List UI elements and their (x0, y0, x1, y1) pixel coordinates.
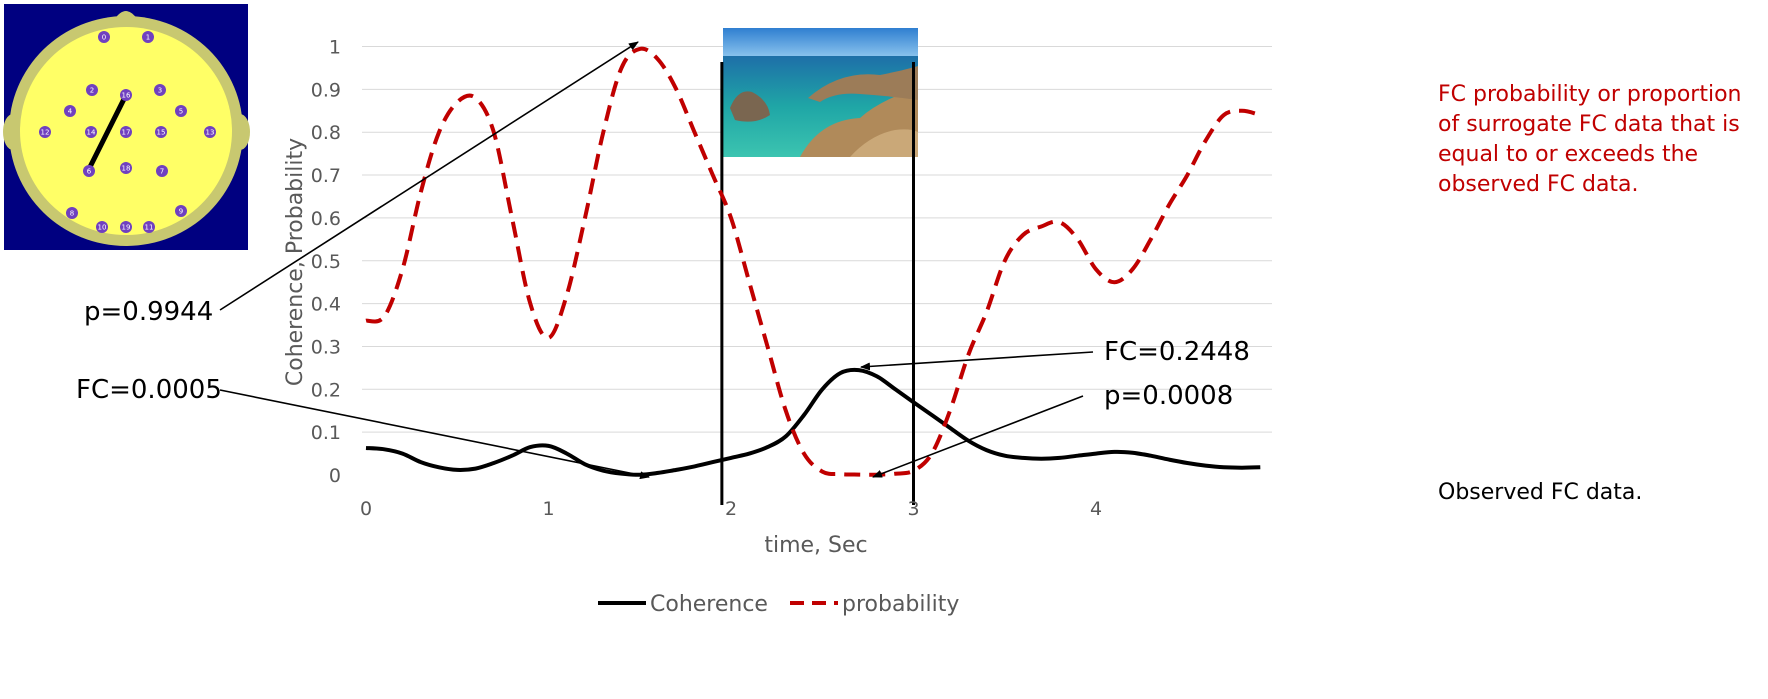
annotation-label: FC=0.0005 (76, 375, 222, 405)
annotation-label: p=0.9944 (84, 297, 213, 327)
electrode-label: 19 (122, 224, 131, 232)
electrode (66, 207, 78, 219)
y-tick-label: 0.3 (311, 336, 341, 358)
x-axis-title: time, Sec (764, 533, 867, 558)
electrode (85, 126, 97, 138)
electrode-label: 4 (68, 108, 73, 116)
electrode (175, 105, 187, 117)
annotation-label: p=0.0008 (1104, 381, 1233, 411)
electrode-label: 1 (146, 34, 150, 42)
electrode (98, 31, 110, 43)
electrode (64, 105, 76, 117)
x-tick-label: 0 (360, 498, 372, 520)
annotation-arrow (872, 395, 1084, 478)
side-note-line-1: FC probability or proportion (1438, 82, 1741, 107)
electrode-label: 10 (98, 224, 107, 232)
annotation-label: FC=0.2448 (1104, 337, 1250, 367)
side-note-line-2: of surrogate FC data that is (1438, 112, 1740, 137)
electrode-label: 3 (158, 87, 162, 95)
electrode (155, 126, 167, 138)
y-tick-label: 0 (329, 465, 341, 487)
electrode (143, 221, 155, 233)
connection-line (85, 93, 129, 173)
electrode-label: 13 (206, 129, 215, 137)
y-tick-label: 0.9 (311, 79, 341, 101)
electrode (175, 205, 187, 217)
electrode-label: 0 (102, 34, 106, 42)
x-tick-label: 4 (1090, 498, 1102, 520)
series-coherence-line (365, 367, 1261, 477)
electrode (204, 126, 216, 138)
electrode-label: 18 (122, 165, 131, 173)
x-tick-label: 2 (725, 498, 737, 520)
electrode (39, 126, 51, 138)
electrode (96, 221, 108, 233)
electrode (120, 89, 132, 101)
y-tick-label: 0.4 (311, 294, 341, 316)
electrode (120, 126, 132, 138)
electrode (120, 221, 132, 233)
annotation-arrow (219, 389, 650, 480)
electrode-label: 14 (87, 129, 96, 137)
electrode (142, 31, 154, 43)
series-probability-line (365, 46, 1261, 477)
photo-foreground-rock (850, 129, 918, 157)
y-tick-label: 0.5 (311, 251, 341, 273)
electrode (120, 162, 132, 174)
electrode (156, 165, 168, 177)
series-lines (365, 46, 1261, 477)
legend: Coherence probability (598, 592, 959, 617)
electrode-label: 7 (160, 168, 164, 176)
electrode (154, 84, 166, 96)
time-window-lines (720, 62, 915, 505)
electrode-label: 2 (90, 87, 94, 95)
electrode-label: 11 (145, 224, 154, 232)
bottom-note: Observed FC data. (1438, 480, 1642, 505)
electrode-label: 16 (122, 92, 131, 100)
coastal-photo-inset (723, 28, 918, 157)
y-axis-title: Coherence, Probability (283, 138, 308, 386)
annotation-arrow (860, 351, 1094, 371)
legend-label: probability (842, 592, 959, 617)
y-tick-label: 0.1 (311, 422, 341, 444)
y-tick-label: 0.2 (311, 379, 341, 401)
legend-label: Coherence (650, 592, 768, 617)
electrode-label: 12 (41, 129, 50, 137)
electrode-label: 6 (87, 168, 92, 176)
photo-sky (723, 28, 918, 58)
y-tick-label: 1 (329, 37, 341, 59)
y-tick-label: 0.6 (311, 208, 341, 230)
photo-islet (730, 91, 770, 122)
electrode-label: 9 (179, 208, 183, 216)
electrode-label: 8 (70, 210, 74, 218)
annotations: p=0.9944 FC=0.0005 FC=0.2448 p=0.0008 (76, 41, 1250, 480)
y-tick-label: 0.8 (311, 122, 341, 144)
annotation-arrow (219, 41, 639, 311)
electrode (83, 165, 95, 177)
axis-ticks: 0 0.1 0.2 0.3 0.4 0.5 0.6 0.7 0.8 0.9 1 0 1 2 3 4 (311, 37, 1102, 521)
y-tick-label: 0.7 (311, 165, 341, 187)
x-tick-label: 3 (907, 498, 919, 520)
electrode-label: 17 (122, 129, 131, 137)
electrode (86, 84, 98, 96)
electrode-label: 5 (179, 108, 183, 116)
x-tick-label: 1 (542, 498, 554, 520)
side-note-line-3: equal to or exceeds the (1438, 142, 1698, 167)
electrode-label: 15 (157, 129, 166, 137)
side-note-line-4: observed FC data. (1438, 172, 1639, 197)
photo-arch (808, 66, 918, 102)
